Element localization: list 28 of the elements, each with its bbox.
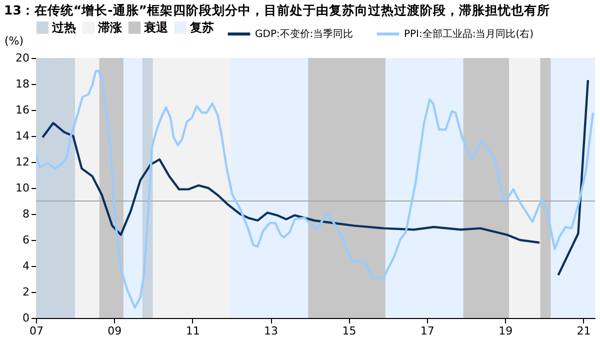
y-tick-label: 16 bbox=[16, 104, 30, 116]
chart-title: 13：在传统“增长-通胀”框架四阶段划分中，目前处于由复苏向过热过渡阶段，滞胀担忧也有所 bbox=[4, 2, 550, 18]
y-tick-label: 0 bbox=[22, 312, 30, 324]
legend-label: 复苏 bbox=[189, 20, 214, 35]
x-tick-label: 15 bbox=[342, 324, 356, 338]
legend-label: GDP:不变价:当季同比 bbox=[255, 28, 354, 40]
y-tick-label: 10 bbox=[16, 182, 30, 194]
y-tick-label: 6 bbox=[22, 234, 30, 246]
x-tick-label: 13 bbox=[264, 324, 278, 338]
x-tick-label: 11 bbox=[186, 324, 200, 338]
legend-label: 滞涨 bbox=[97, 20, 123, 35]
y-tick-label: 8 bbox=[22, 208, 30, 220]
legend-label: 过热 bbox=[51, 20, 76, 35]
y-tick-label: 20 bbox=[16, 52, 30, 64]
y-tick-label: 14 bbox=[16, 130, 30, 142]
legend-label: 衰退 bbox=[143, 20, 169, 35]
x-tick-label: 21 bbox=[576, 324, 591, 338]
legend-label: PPI:全部工业品:当月同比(右) bbox=[404, 28, 534, 40]
y-tick-label: 18 bbox=[16, 78, 30, 90]
y-tick-label: 4 bbox=[22, 260, 30, 272]
x-tick-label: 19 bbox=[498, 324, 513, 338]
y-tick-label: 2 bbox=[22, 286, 30, 298]
x-tick-label: 09 bbox=[108, 324, 122, 338]
x-tick-label: 07 bbox=[30, 324, 44, 338]
y-tick-label: 12 bbox=[16, 156, 30, 168]
y-axis-title: (%) bbox=[4, 34, 24, 48]
line-series bbox=[36, 70, 594, 309]
x-tick-label: 17 bbox=[420, 324, 434, 338]
